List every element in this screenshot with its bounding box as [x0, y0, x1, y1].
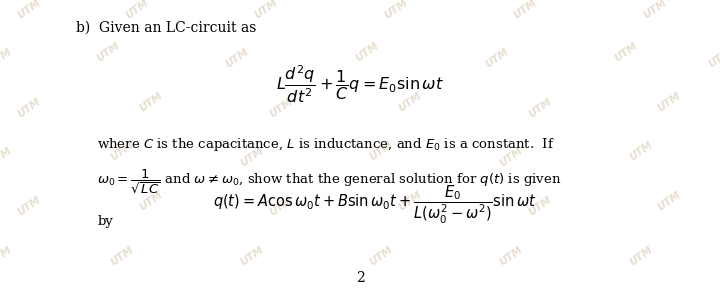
Text: UTM: UTM [656, 189, 683, 212]
Text: UTM: UTM [123, 0, 150, 20]
Text: b)  Given an LC-circuit as: b) Given an LC-circuit as [76, 20, 256, 34]
Text: UTM: UTM [0, 244, 14, 268]
Text: UTM: UTM [0, 146, 14, 169]
Text: UTM: UTM [253, 0, 280, 20]
Text: $q(t) = A\cos \omega_0 t + B\sin \omega_0 t + \dfrac{E_0}{L(\omega_0^2 - \omega^: $q(t) = A\cos \omega_0 t + B\sin \omega_… [212, 184, 536, 226]
Text: UTM: UTM [627, 140, 654, 163]
Text: UTM: UTM [138, 90, 165, 113]
Text: UTM: UTM [15, 0, 42, 20]
Text: UTM: UTM [15, 195, 42, 218]
Text: UTM: UTM [109, 140, 136, 163]
Text: by: by [97, 215, 113, 228]
Text: UTM: UTM [238, 244, 266, 268]
Text: UTM: UTM [368, 140, 395, 163]
Text: UTM: UTM [526, 96, 554, 119]
Text: UTM: UTM [498, 146, 525, 169]
Text: where $C$ is the capacitance, $L$ is inductance, and $E_0$ is a constant.  If: where $C$ is the capacitance, $L$ is ind… [97, 136, 555, 152]
Text: UTM: UTM [368, 244, 395, 268]
Text: UTM: UTM [483, 47, 510, 70]
Text: UTM: UTM [94, 41, 122, 64]
Text: UTM: UTM [138, 189, 165, 212]
Text: UTM: UTM [397, 189, 424, 212]
Text: UTM: UTM [627, 244, 654, 268]
Text: UTM: UTM [0, 47, 14, 70]
Text: UTM: UTM [512, 0, 539, 20]
Text: UTM: UTM [267, 195, 294, 218]
Text: UTM: UTM [109, 244, 136, 268]
Text: UTM: UTM [15, 96, 42, 119]
Text: UTM: UTM [238, 146, 266, 169]
Text: UTM: UTM [498, 244, 525, 268]
Text: UTM: UTM [354, 41, 381, 64]
Text: UTM: UTM [224, 47, 251, 70]
Text: UTM: UTM [397, 90, 424, 113]
Text: UTM: UTM [706, 47, 720, 70]
Text: $L\dfrac{d^2q}{dt^2} + \dfrac{1}{C}q = E_0 \sin \omega t$: $L\dfrac{d^2q}{dt^2} + \dfrac{1}{C}q = E… [276, 64, 444, 105]
Text: 2: 2 [356, 271, 364, 285]
Text: UTM: UTM [526, 195, 554, 218]
Text: UTM: UTM [642, 0, 669, 20]
Text: UTM: UTM [613, 41, 640, 64]
Text: UTM: UTM [656, 90, 683, 113]
Text: $\omega_0 = \dfrac{1}{\sqrt{LC}}$ and $\omega \neq \omega_0$, show that the gene: $\omega_0 = \dfrac{1}{\sqrt{LC}}$ and $\… [97, 168, 562, 196]
Text: UTM: UTM [267, 96, 294, 119]
Text: UTM: UTM [382, 0, 410, 20]
